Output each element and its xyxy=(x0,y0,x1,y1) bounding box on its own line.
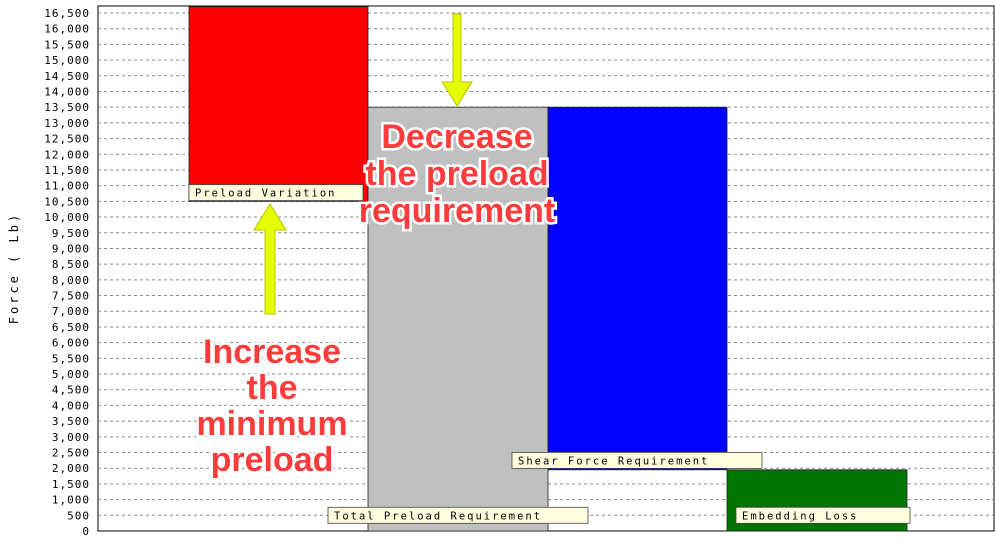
y-tick-label: 2,000 xyxy=(52,462,90,475)
annotation-line: Increase xyxy=(203,333,341,371)
y-tick-label: 16,000 xyxy=(44,23,90,36)
y-tick-label: 6,500 xyxy=(52,321,90,334)
y-axis-label: Force ( Lb) xyxy=(7,212,21,324)
bar-label: Shear Force Requirement xyxy=(518,455,709,467)
annotation-line: Decrease xyxy=(381,118,532,156)
y-tick-label: 3,500 xyxy=(52,415,90,428)
y-tick-label: 6,000 xyxy=(52,337,90,350)
y-tick-label: 13,500 xyxy=(44,101,90,114)
bar-labels: Preload Variation Total Preload Requireme… xyxy=(188,184,911,524)
y-tick-label: 16,500 xyxy=(44,7,90,20)
y-tick-label: 11,500 xyxy=(44,164,90,177)
y-tick-label: 15,000 xyxy=(44,54,90,67)
y-tick-label: 11,000 xyxy=(44,180,90,193)
bar-label-box xyxy=(327,506,589,524)
y-tick-label: 13,000 xyxy=(44,117,90,130)
y-tick-label: 4,000 xyxy=(52,399,90,412)
y-tick-label: 3,000 xyxy=(52,431,90,444)
y-tick-label: 8,000 xyxy=(52,274,90,287)
y-tick-label: 9,000 xyxy=(52,242,90,255)
bar-label: Total Preload Requirement xyxy=(334,510,542,522)
bars xyxy=(188,6,908,532)
annotation-line: preload xyxy=(211,441,334,479)
y-tick-label: 500 xyxy=(67,509,90,522)
y-tick-label: 14,000 xyxy=(44,85,90,98)
annotation-line: minimum xyxy=(196,405,347,443)
y-tick-label: 5,000 xyxy=(52,368,90,381)
bar xyxy=(188,6,369,202)
bar-label: Embedding Loss xyxy=(742,510,859,522)
y-tick-label: 1,000 xyxy=(52,494,90,507)
y-tick-label: 10,500 xyxy=(44,195,90,208)
y-tick-label: 14,500 xyxy=(44,70,90,83)
bar-label: Preload Variation xyxy=(195,188,336,200)
y-tick-label: 12,500 xyxy=(44,133,90,146)
bar xyxy=(547,106,728,471)
y-tick-label: 8,500 xyxy=(52,258,90,271)
arrows xyxy=(253,13,473,315)
down-arrow xyxy=(441,13,473,107)
y-tick-label: 10,000 xyxy=(44,211,90,224)
y-tick-label: 1,500 xyxy=(52,478,90,491)
annotation-line: requirement xyxy=(359,192,556,230)
y-tick-label: 2,500 xyxy=(52,447,90,460)
y-tick-label: 7,000 xyxy=(52,305,90,318)
y-tick-label: 4,500 xyxy=(52,384,90,397)
y-tick-label: 5,500 xyxy=(52,352,90,365)
y-tick-label: 0 xyxy=(82,525,90,538)
bar-label-box xyxy=(511,451,763,469)
annotation-line: the preload xyxy=(365,155,548,193)
y-tick-labels: 0 500 1,000 1,500 2,000 2,500 3,000 3,500 4,000 4… xyxy=(44,7,90,538)
y-tick-label: 12,000 xyxy=(44,148,90,161)
y-tick-label: 9,500 xyxy=(52,227,90,240)
bar-label-box xyxy=(188,184,364,201)
y-tick-label: 7,500 xyxy=(52,290,90,303)
y-tick-label: 15,500 xyxy=(44,38,90,51)
up-arrow xyxy=(253,203,287,315)
annotation-line: the xyxy=(247,369,298,407)
bar-label-box xyxy=(735,506,911,524)
